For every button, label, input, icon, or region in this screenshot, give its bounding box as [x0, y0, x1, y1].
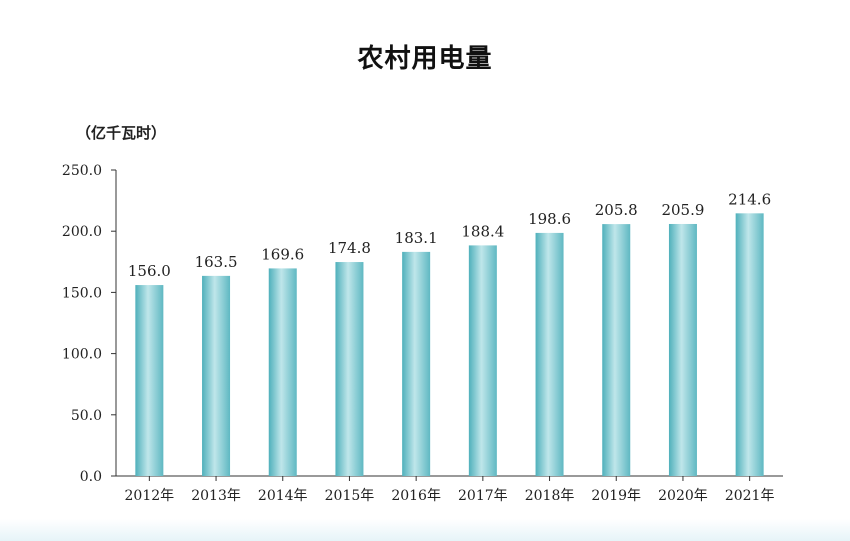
x-tick-label: 2018年 — [525, 488, 575, 504]
x-tick-label: 2015年 — [325, 488, 375, 504]
axes: 0.0 50.0 100.0 150.0 200.0 250.0 — [62, 163, 783, 485]
data-label: 205.9 — [661, 201, 704, 219]
x-tick-label: 2014年 — [258, 488, 308, 504]
bar — [602, 224, 631, 476]
x-tick-label: 2013年 — [191, 488, 241, 504]
data-label: 205.8 — [595, 201, 638, 219]
y-tick-label: 100.0 — [62, 347, 102, 363]
bar — [668, 223, 697, 476]
y-tick-label: 0.0 — [80, 469, 102, 485]
bar — [202, 275, 231, 476]
bar — [402, 251, 431, 476]
chart-title: 农村用电量 — [357, 44, 493, 74]
x-tick-label: 2021年 — [725, 488, 775, 504]
bottom-decor-band — [0, 519, 850, 541]
y-tick-label: 200.0 — [62, 224, 102, 240]
bar — [468, 245, 497, 476]
data-label: 163.5 — [195, 253, 238, 271]
data-label: 169.6 — [261, 245, 304, 263]
bar — [735, 213, 764, 477]
bar — [535, 232, 564, 476]
x-tick-label: 2016年 — [391, 488, 441, 504]
bar — [335, 262, 364, 476]
y-tick-label: 150.0 — [62, 285, 102, 301]
y-axis-unit-label: （亿千瓦时） — [76, 124, 167, 142]
data-label: 156.0 — [128, 262, 171, 280]
x-tick-label: 2012年 — [125, 488, 175, 504]
data-label: 214.6 — [728, 190, 771, 208]
data-label: 188.4 — [461, 222, 504, 240]
bar — [268, 268, 297, 476]
x-tick-label: 2019年 — [591, 488, 641, 504]
y-tick-label: 250.0 — [62, 163, 102, 179]
x-tick-label: 2017年 — [458, 488, 508, 504]
bar — [135, 285, 164, 476]
labels: 156.0 2012年 163.5 2013年 169.6 2014年 174.8 2015年… — [125, 190, 775, 504]
data-label: 183.1 — [395, 229, 438, 247]
x-tick-label: 2020年 — [658, 488, 708, 504]
bars — [135, 213, 764, 477]
data-label: 174.8 — [328, 239, 371, 257]
data-label: 198.6 — [528, 210, 571, 228]
y-tick-label: 50.0 — [71, 408, 102, 424]
